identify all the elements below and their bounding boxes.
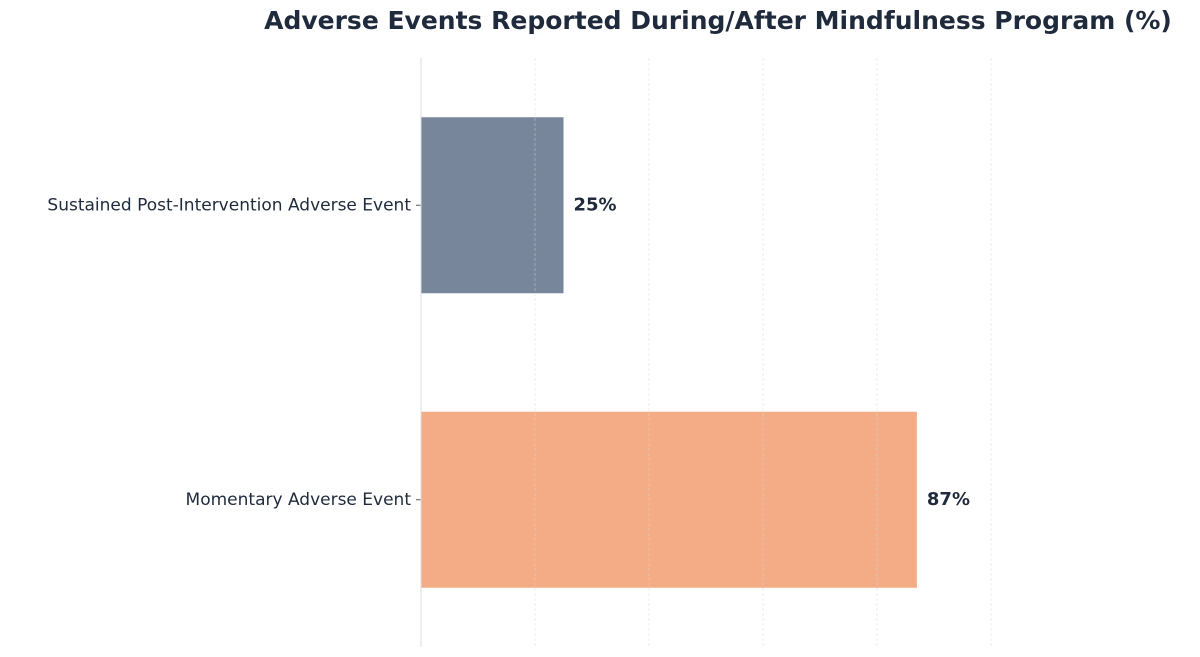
y-tick-label: Sustained Post-Intervention Adverse Even…	[47, 195, 411, 215]
value-label: 25%	[574, 194, 617, 215]
y-tick-label: Momentary Adverse Event	[186, 490, 412, 510]
bar	[421, 117, 564, 294]
bar	[421, 411, 917, 588]
chart-title: Adverse Events Reported During/After Min…	[264, 6, 1172, 35]
value-label: 87%	[927, 489, 970, 510]
